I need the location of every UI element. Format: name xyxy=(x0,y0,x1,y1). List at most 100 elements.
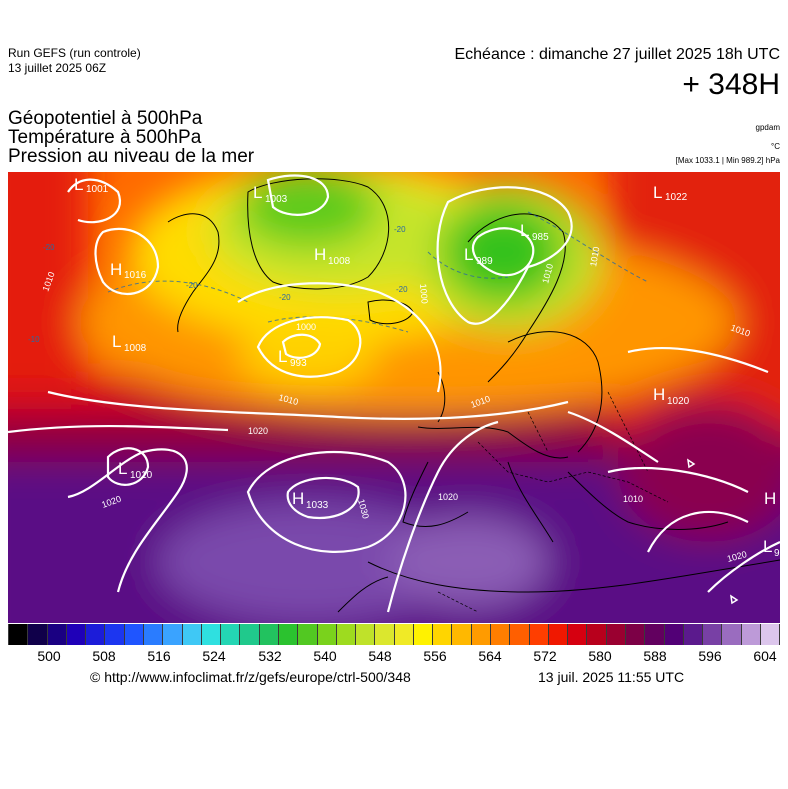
colorbar-swatch xyxy=(394,624,414,645)
colorbar-tick-label: 532 xyxy=(258,648,282,664)
colorbar-swatch xyxy=(201,624,222,645)
colorbar-swatch xyxy=(471,624,492,645)
pressure-center-letter: L xyxy=(763,537,772,556)
copyright-link[interactable]: © http://www.infoclimat.fr/z/gefs/europe… xyxy=(90,669,411,685)
colorbar-tick-label: 500 xyxy=(37,648,61,664)
colorbar-swatch xyxy=(683,624,704,645)
pressure-center-value: 985 xyxy=(532,232,549,243)
param-temperature: Température à 500hPa xyxy=(8,127,202,148)
colorbar-swatch xyxy=(722,624,742,645)
colorbar xyxy=(8,624,781,645)
colorbar-swatch xyxy=(433,624,453,645)
pressure-center-letter: H xyxy=(653,385,665,404)
isobar-label: 1000 xyxy=(296,322,316,332)
isotherm-label: -10 xyxy=(28,335,40,344)
pressure-center-value: 1010 xyxy=(130,470,153,481)
valid-time: Echéance : dimanche 27 juillet 2025 18h … xyxy=(454,46,780,63)
colorbar-tick-label: 588 xyxy=(643,648,667,664)
colorbar-tick-label: 596 xyxy=(698,648,722,664)
isobar-label: 1000 xyxy=(418,283,430,304)
colorbar-tick-label: 508 xyxy=(92,648,116,664)
colorbar-swatch xyxy=(182,624,202,645)
pressure-center-letter: L xyxy=(118,459,127,478)
colorbar-swatch xyxy=(529,624,549,645)
colorbar-swatch xyxy=(413,624,434,645)
colorbar-swatch xyxy=(626,624,646,645)
colorbar-swatch xyxy=(124,624,144,645)
run-date: 13 juillet 2025 06Z xyxy=(8,61,107,75)
colorbar-swatch xyxy=(66,624,87,645)
colorbar-swatch xyxy=(336,624,357,645)
pressure-center-letter: H xyxy=(764,489,776,508)
pressure-center-value: 1001 xyxy=(86,184,109,195)
colorbar-swatch xyxy=(510,624,530,645)
colorbar-swatch xyxy=(587,624,607,645)
isobars xyxy=(8,174,780,613)
colorbar-swatch xyxy=(163,624,183,645)
colorbar-tick-label: 548 xyxy=(368,648,392,664)
pressure-center-value: 1016 xyxy=(124,270,147,281)
lead-time: + 348H xyxy=(682,68,780,101)
colorbar-swatch xyxy=(491,624,511,645)
issued-time: 13 juil. 2025 11:55 UTC xyxy=(538,669,685,685)
colorbar-swatch xyxy=(606,624,626,645)
colorbar-swatch xyxy=(240,624,260,645)
colorbar-swatch xyxy=(568,624,588,645)
pressure-center-value: 989 xyxy=(476,256,493,267)
colorbar-swatch xyxy=(317,624,337,645)
pressure-center-value: 1008 xyxy=(124,343,147,354)
colorbar-swatch xyxy=(47,624,67,645)
isotherm-label: -20 xyxy=(396,285,408,294)
pressure-center-letter: L xyxy=(464,245,473,264)
colorbar-swatch xyxy=(741,624,761,645)
pressure-center-value: 1008 xyxy=(328,256,351,267)
isobar-label: 1010 xyxy=(623,494,643,504)
pressure-center-value: 1033 xyxy=(306,500,329,511)
terrain-markers xyxy=(687,458,739,605)
isotherm-labels: -20 -20 -20 -20 -20 -10 xyxy=(28,225,408,344)
pressure-center-letter: L xyxy=(278,347,287,366)
isotherm-label: -20 xyxy=(279,293,291,302)
param-pressure: Pression au niveau de la mer xyxy=(8,146,255,167)
colorbar-tick-label: 540 xyxy=(313,648,337,664)
run-name: Run GEFS (run controle) xyxy=(8,46,141,60)
colorbar-swatch xyxy=(703,624,723,645)
colorbar-swatch xyxy=(221,624,241,645)
colorbar-swatch xyxy=(28,624,48,645)
colorbar-tick-label: 524 xyxy=(202,648,226,664)
isobar-label: 1010 xyxy=(588,246,601,267)
isobar-label: 1020 xyxy=(438,492,458,502)
colorbar-swatch xyxy=(356,624,376,645)
pressure-center-letter: L xyxy=(520,221,529,240)
colorbar-swatch xyxy=(298,624,318,645)
isobar-label: 1020 xyxy=(248,426,268,436)
pressure-center-value: 1022 xyxy=(665,192,688,203)
colorbar-labels: 500 508 516 524 532 540 548 556 564 572 … xyxy=(0,648,788,666)
colorbar-tick-label: 564 xyxy=(478,648,502,664)
colorbar-swatch xyxy=(548,624,569,645)
country-borders xyxy=(437,391,669,613)
colorbar-swatch xyxy=(664,624,684,645)
colorbar-swatch xyxy=(375,624,395,645)
colorbar-tick-label: 572 xyxy=(533,648,557,664)
colorbar-tick-label: 556 xyxy=(423,648,447,664)
colorbar-swatch xyxy=(8,624,29,645)
colorbar-swatch xyxy=(259,624,279,645)
isotherm-label: -20 xyxy=(186,281,198,290)
colorbar-tick-label: 604 xyxy=(753,648,777,664)
colorbar-swatch xyxy=(86,624,106,645)
unit-temperature: °C xyxy=(771,142,780,151)
pressure-center-letter: L xyxy=(112,332,121,351)
param-geopotential: Géopotentiel à 500hPa xyxy=(8,108,203,129)
colorbar-tick-label: 516 xyxy=(147,648,171,664)
isotherm-label: -20 xyxy=(43,243,55,252)
pressure-center-letter: L xyxy=(253,183,262,202)
weather-map: L 1001 L 1003 H 1016 H 1008 L 989 L 985 … xyxy=(8,172,780,623)
pressure-center-value: 1020 xyxy=(667,396,690,407)
unit-geopotential: gpdam xyxy=(755,123,780,132)
colorbar-swatch xyxy=(105,624,125,645)
pressure-center-letter: L xyxy=(74,175,83,194)
pressure-center-value: 9 xyxy=(774,548,780,559)
pressure-center-value: 1003 xyxy=(265,194,288,205)
colorbar-swatch xyxy=(143,624,164,645)
